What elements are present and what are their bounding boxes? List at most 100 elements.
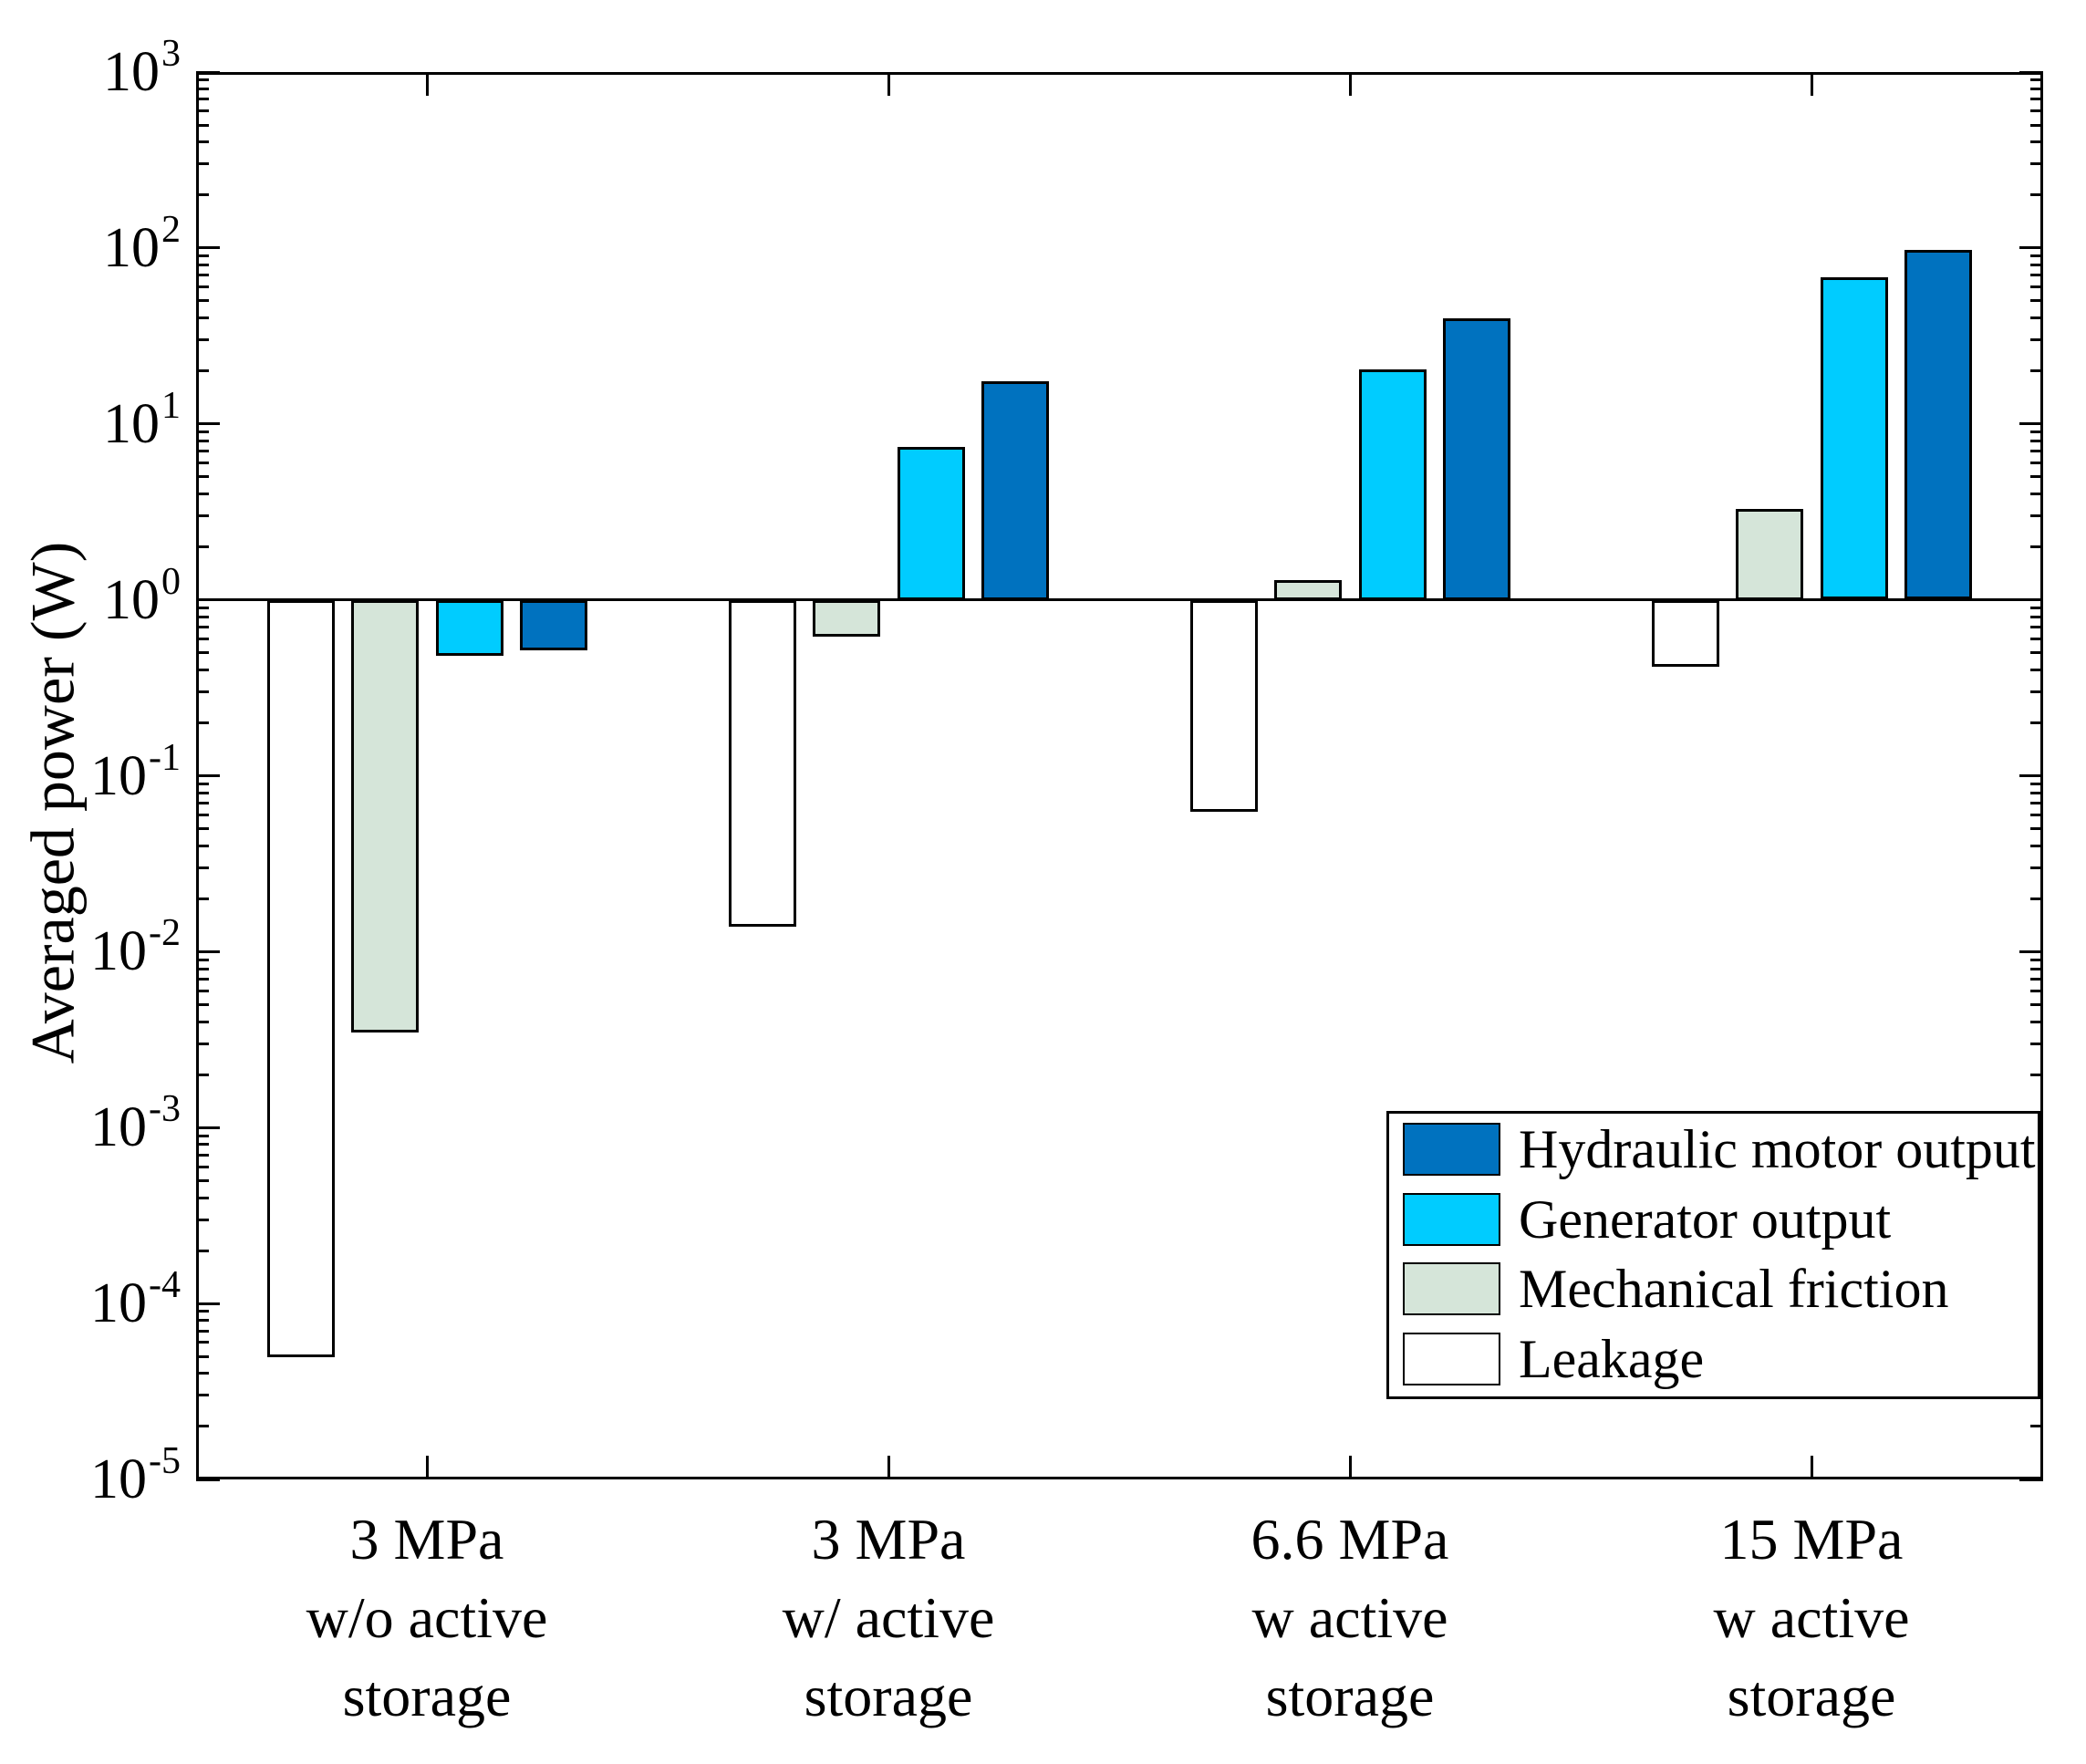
y-minor-tick-left bbox=[196, 545, 209, 548]
y-minor-tick-left bbox=[196, 802, 209, 804]
y-minor-tick-left bbox=[196, 450, 209, 452]
y-minor-tick-left bbox=[196, 690, 209, 693]
x-category-line: storage bbox=[1265, 1664, 1435, 1728]
y-minor-tick-left bbox=[196, 1074, 209, 1076]
y-minor-tick-right bbox=[2030, 78, 2043, 81]
legend-swatch bbox=[1403, 1123, 1500, 1176]
y-minor-tick-left bbox=[196, 431, 209, 433]
y-minor-tick-left bbox=[196, 968, 209, 970]
bar-hydraulic-motor-output bbox=[1904, 250, 1972, 599]
y-minor-tick-left bbox=[196, 1355, 209, 1358]
y-minor-tick-right bbox=[2030, 369, 2043, 372]
x-category-line: 3 MPa bbox=[349, 1507, 504, 1572]
y-minor-tick-right bbox=[2030, 450, 2043, 452]
y-minor-tick-right bbox=[2030, 475, 2043, 478]
y-minor-tick-right bbox=[2030, 968, 2043, 970]
y-minor-tick-left bbox=[196, 651, 209, 654]
y-minor-tick-left bbox=[196, 669, 209, 671]
y-minor-tick-right bbox=[2030, 440, 2043, 442]
bar-leakage bbox=[267, 600, 335, 1357]
x-tick-bottom bbox=[426, 1456, 429, 1479]
y-minor-tick-left bbox=[196, 898, 209, 900]
y-minor-tick-left bbox=[196, 193, 209, 196]
y-minor-tick-left bbox=[196, 124, 209, 127]
y-minor-tick-left bbox=[196, 845, 209, 847]
y-tick-label: 10 2 bbox=[103, 209, 181, 279]
y-minor-tick-left bbox=[196, 1021, 209, 1023]
bar-leakage bbox=[1190, 600, 1258, 812]
bar-generator-output bbox=[436, 600, 503, 656]
y-minor-tick-right bbox=[2030, 898, 2043, 900]
x-category-line: storage bbox=[342, 1664, 512, 1728]
y-minor-tick-right bbox=[2030, 690, 2043, 693]
y-minor-tick-left bbox=[196, 1425, 209, 1427]
y-minor-tick-right bbox=[2030, 866, 2043, 869]
y-minor-tick-left bbox=[196, 866, 209, 869]
y-minor-tick-left bbox=[196, 1043, 209, 1045]
baseline-10e0 bbox=[196, 598, 2043, 601]
y-minor-tick-right bbox=[2030, 607, 2043, 609]
bar-generator-output bbox=[898, 447, 965, 600]
y-minor-tick-left bbox=[196, 78, 209, 81]
y-minor-tick-right bbox=[2030, 162, 2043, 165]
x-category-line: 3 MPa bbox=[811, 1507, 966, 1572]
y-minor-tick-right bbox=[2030, 783, 2043, 785]
y-minor-tick-left bbox=[196, 1319, 209, 1322]
y-minor-tick-left bbox=[196, 827, 209, 830]
y-minor-tick-right bbox=[2030, 431, 2043, 433]
y-minor-tick-left bbox=[196, 299, 209, 302]
bar-hydraulic-motor-output bbox=[1443, 318, 1510, 600]
y-minor-tick-left bbox=[196, 514, 209, 517]
y-minor-tick-left bbox=[196, 88, 209, 90]
y-minor-tick-left bbox=[196, 1143, 209, 1146]
y-minor-tick-left bbox=[196, 338, 209, 341]
x-category-label: 3 MPa w/ active storage bbox=[660, 1500, 1116, 1736]
x-category-line: w/ active bbox=[782, 1585, 995, 1650]
y-tick-label: 10 -3 bbox=[90, 1088, 181, 1158]
y-minor-tick-right bbox=[2030, 274, 2043, 276]
bar-generator-output bbox=[1821, 277, 1888, 599]
x-category-line: storage bbox=[804, 1664, 973, 1728]
y-major-tick-left bbox=[196, 422, 220, 425]
y-major-tick-left bbox=[196, 598, 220, 601]
y-minor-tick-left bbox=[196, 369, 209, 372]
y-minor-tick-right bbox=[2030, 299, 2043, 302]
y-minor-tick-right bbox=[2030, 124, 2043, 127]
legend-label: Mechanical friction bbox=[1519, 1258, 1949, 1319]
x-category-label: 15 MPa w active storage bbox=[1583, 1500, 2039, 1736]
legend-label: Generator output bbox=[1519, 1188, 1892, 1250]
y-major-tick-left bbox=[196, 950, 220, 953]
y-minor-tick-left bbox=[196, 1310, 209, 1313]
y-minor-tick-right bbox=[2030, 721, 2043, 724]
x-category-line: w/o active bbox=[306, 1585, 548, 1650]
y-minor-tick-right bbox=[2030, 338, 2043, 341]
y-minor-tick-left bbox=[196, 1197, 209, 1199]
y-major-tick-right bbox=[2019, 950, 2043, 953]
legend-label: Leakage bbox=[1519, 1328, 1705, 1389]
y-major-tick-right bbox=[2019, 71, 2043, 74]
y-minor-tick-right bbox=[2030, 845, 2043, 847]
bar-leakage bbox=[1652, 600, 1719, 667]
bar-hydraulic-motor-output bbox=[520, 600, 587, 650]
x-category-line: storage bbox=[1727, 1664, 1896, 1728]
y-tick-label: 10 1 bbox=[103, 385, 181, 455]
y-minor-tick-right bbox=[2030, 990, 2043, 992]
y-minor-tick-right bbox=[2030, 493, 2043, 495]
y-minor-tick-left bbox=[196, 638, 209, 640]
y-minor-tick-right bbox=[2030, 545, 2043, 548]
y-minor-tick-left bbox=[196, 264, 209, 266]
bar-mechanical-friction bbox=[1274, 580, 1342, 600]
y-minor-tick-right bbox=[2030, 1021, 2043, 1023]
y-minor-tick-left bbox=[196, 140, 209, 143]
y-major-tick-right bbox=[2019, 774, 2043, 777]
y-minor-tick-left bbox=[196, 1341, 209, 1344]
x-tick-top bbox=[426, 72, 429, 96]
bar-hydraulic-motor-output bbox=[981, 381, 1049, 600]
y-minor-tick-left bbox=[196, 1250, 209, 1252]
x-tick-top bbox=[887, 72, 890, 96]
y-minor-tick-right bbox=[2030, 669, 2043, 671]
y-tick-label: 10 -2 bbox=[90, 912, 181, 982]
y-minor-tick-right bbox=[2030, 814, 2043, 816]
y-minor-tick-left bbox=[196, 462, 209, 464]
